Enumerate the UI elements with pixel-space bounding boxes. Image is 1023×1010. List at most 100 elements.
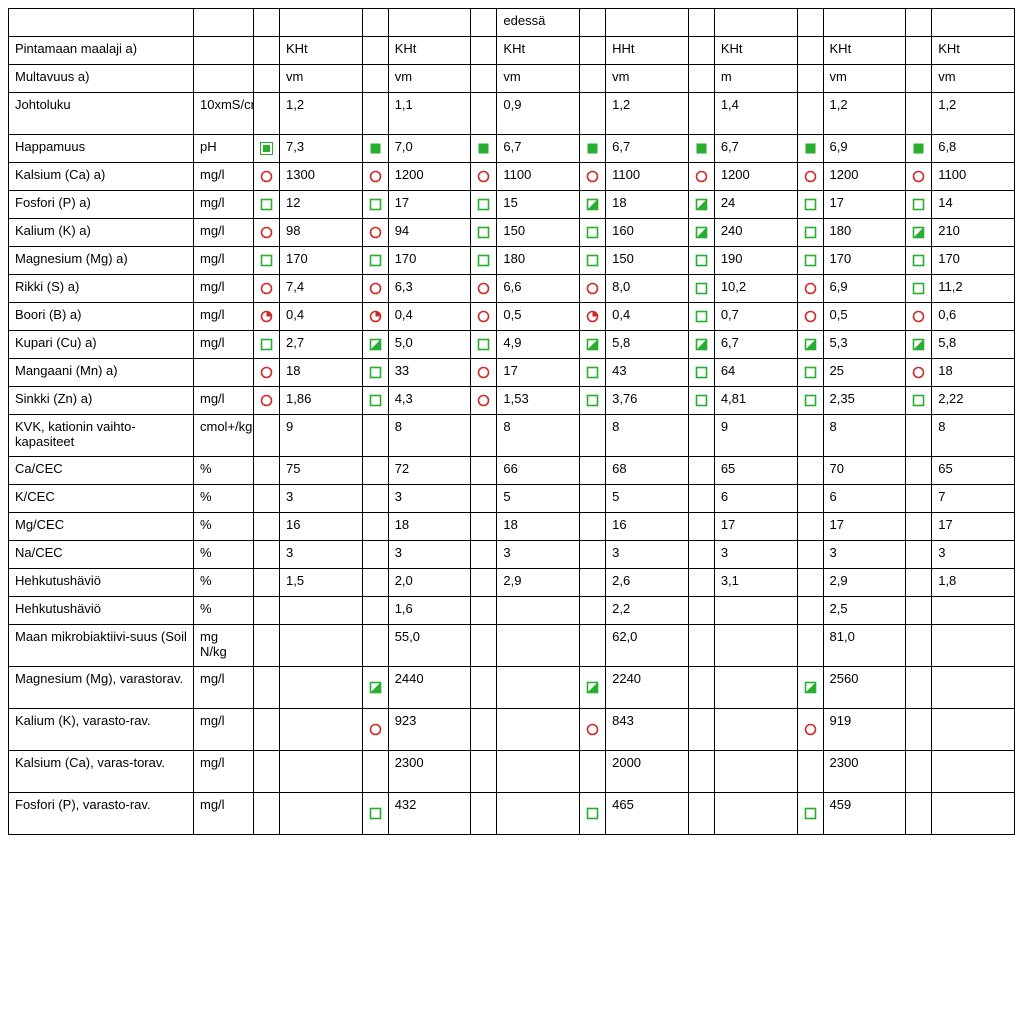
value-cell: 1,4 bbox=[714, 93, 797, 135]
param-cell: Pintamaan maalaji a) bbox=[9, 37, 194, 65]
empty-icon bbox=[471, 513, 497, 541]
value-cell: 5,8 bbox=[932, 331, 1015, 359]
value-cell: 16 bbox=[606, 513, 689, 541]
empty-icon bbox=[362, 541, 388, 569]
value-cell: 2,22 bbox=[932, 387, 1015, 415]
value-cell: 64 bbox=[714, 359, 797, 387]
value-cell: 5,3 bbox=[823, 331, 906, 359]
value-cell: 3 bbox=[497, 541, 580, 569]
sq-icon bbox=[471, 331, 497, 359]
empty-icon bbox=[471, 457, 497, 485]
empty-icon bbox=[254, 597, 280, 625]
value-cell bbox=[932, 793, 1015, 835]
value-cell: 81,0 bbox=[823, 625, 906, 667]
empty-icon bbox=[688, 457, 714, 485]
value-cell: 2,0 bbox=[388, 569, 471, 597]
value-cell: 210 bbox=[932, 219, 1015, 247]
value-cell: 25 bbox=[823, 359, 906, 387]
value-cell: 3 bbox=[606, 541, 689, 569]
empty-icon bbox=[254, 541, 280, 569]
table-row: KVK, kationin vaihto-kapasiteetcmol+/kgk… bbox=[9, 415, 1015, 457]
value-cell: 0,4 bbox=[280, 303, 363, 331]
empty-icon bbox=[797, 541, 823, 569]
value-cell: 2,6 bbox=[606, 569, 689, 597]
empty-icon bbox=[254, 513, 280, 541]
param-cell: Happamuus bbox=[9, 135, 194, 163]
value-cell: 1,2 bbox=[280, 93, 363, 135]
value-cell: 7,0 bbox=[388, 135, 471, 163]
value-cell: 0,5 bbox=[823, 303, 906, 331]
unit-cell: mg/l bbox=[194, 331, 254, 359]
circ-half-icon bbox=[254, 303, 280, 331]
empty-icon bbox=[797, 37, 823, 65]
table-row: K/CEC%3355667 bbox=[9, 485, 1015, 513]
sq-icon bbox=[906, 191, 932, 219]
empty-icon bbox=[580, 569, 606, 597]
value-cell: 72 bbox=[388, 457, 471, 485]
sq-icon bbox=[906, 275, 932, 303]
value-cell: vm bbox=[497, 65, 580, 93]
value-cell: 2,5 bbox=[823, 597, 906, 625]
param-cell: Johtoluku bbox=[9, 93, 194, 135]
sq-icon bbox=[471, 191, 497, 219]
value-cell bbox=[280, 751, 363, 793]
value-cell bbox=[497, 709, 580, 751]
value-cell: 170 bbox=[280, 247, 363, 275]
value-cell bbox=[497, 667, 580, 709]
circ-icon bbox=[362, 709, 388, 751]
value-cell: 3 bbox=[932, 541, 1015, 569]
circ-icon bbox=[797, 303, 823, 331]
value-cell: m bbox=[714, 65, 797, 93]
empty-icon bbox=[580, 65, 606, 93]
value-cell: 9 bbox=[714, 415, 797, 457]
value-cell: 3 bbox=[823, 541, 906, 569]
value-cell: 7,3 bbox=[280, 135, 363, 163]
value-cell: 17 bbox=[932, 513, 1015, 541]
circ-icon bbox=[797, 275, 823, 303]
param-cell: Maan mikrobiaktiivi-suus (Soil bbox=[9, 625, 194, 667]
param-cell: Kupari (Cu) a) bbox=[9, 331, 194, 359]
value-cell: 0,4 bbox=[606, 303, 689, 331]
empty-icon bbox=[580, 751, 606, 793]
sq-icon bbox=[471, 219, 497, 247]
sq-half-icon bbox=[580, 191, 606, 219]
param-cell: K/CEC bbox=[9, 485, 194, 513]
value-cell bbox=[932, 625, 1015, 667]
value-cell: 1,86 bbox=[280, 387, 363, 415]
value-cell: 0,5 bbox=[497, 303, 580, 331]
value-cell: 6,9 bbox=[823, 135, 906, 163]
circ-icon bbox=[471, 275, 497, 303]
value-cell: 6 bbox=[823, 485, 906, 513]
table-row: Hehkutushäviö%1,52,02,92,63,12,91,8 bbox=[9, 569, 1015, 597]
value-cell: 1200 bbox=[823, 163, 906, 191]
value-cell: 5,8 bbox=[606, 331, 689, 359]
value-cell bbox=[280, 597, 363, 625]
header-icon bbox=[580, 9, 606, 37]
value-cell: 1100 bbox=[932, 163, 1015, 191]
value-cell: vm bbox=[606, 65, 689, 93]
value-cell: 160 bbox=[606, 219, 689, 247]
value-cell bbox=[280, 709, 363, 751]
value-cell: KHt bbox=[388, 37, 471, 65]
sq-icon bbox=[797, 219, 823, 247]
header-val bbox=[823, 9, 906, 37]
table-row: Sinkki (Zn) a)mg/l1,864,31,533,764,812,3… bbox=[9, 387, 1015, 415]
value-cell bbox=[714, 625, 797, 667]
unit-cell: % bbox=[194, 569, 254, 597]
value-cell: 16 bbox=[280, 513, 363, 541]
sq-icon bbox=[471, 247, 497, 275]
value-cell: 68 bbox=[606, 457, 689, 485]
value-cell: 919 bbox=[823, 709, 906, 751]
empty-icon bbox=[688, 569, 714, 597]
empty-icon bbox=[906, 751, 932, 793]
value-cell: 150 bbox=[606, 247, 689, 275]
value-cell: 1200 bbox=[714, 163, 797, 191]
table-row: Mg/CEC%16181816171717 bbox=[9, 513, 1015, 541]
value-cell: 94 bbox=[388, 219, 471, 247]
sq-half-icon bbox=[797, 667, 823, 709]
sq-icon bbox=[688, 303, 714, 331]
param-cell: Kalium (K) a) bbox=[9, 219, 194, 247]
value-cell: 3,76 bbox=[606, 387, 689, 415]
value-cell: 2300 bbox=[388, 751, 471, 793]
value-cell: 8 bbox=[606, 415, 689, 457]
